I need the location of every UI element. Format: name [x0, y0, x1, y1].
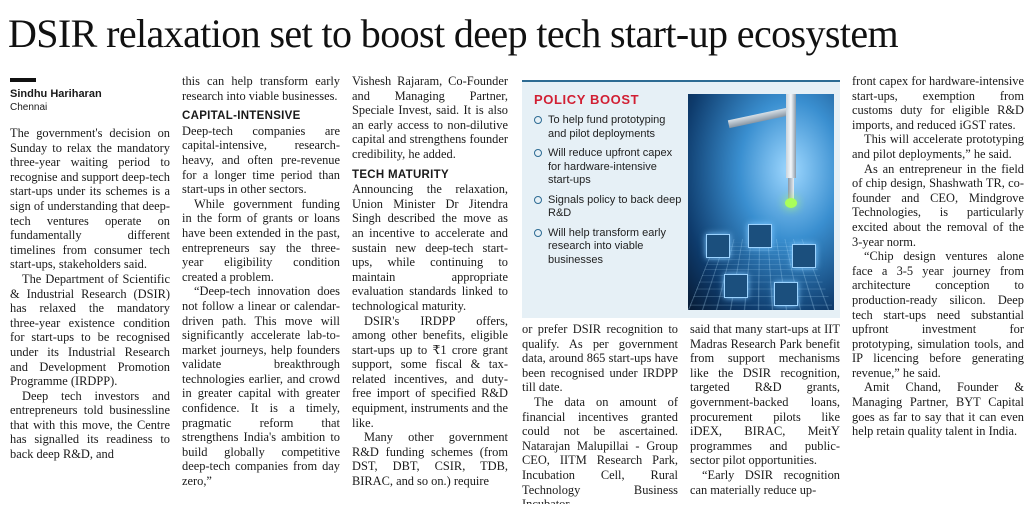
paragraph: “Early DSIR recognition can materially r…: [690, 468, 840, 497]
policy-boost-box: POLICY BOOST To help fund prototyping an…: [522, 80, 840, 318]
article-column-4: or prefer DSIR recognition to qualify. A…: [522, 322, 678, 504]
paragraph: The Department of Scientific & Industria…: [10, 272, 170, 389]
circle-bullet-icon: [534, 229, 542, 237]
paragraph: Many other government R&D funding scheme…: [352, 430, 508, 488]
policy-box-title: POLICY BOOST: [534, 92, 639, 107]
policy-item-text: To help fund prototyping and pilot deplo…: [548, 114, 665, 140]
paragraph: Deep tech investors and entrepreneurs to…: [10, 389, 170, 462]
paragraph: or prefer DSIR recognition to qualify. A…: [522, 322, 678, 395]
chip-shape: [706, 234, 730, 258]
article-column-3: Vishesh Rajaram, Co-Founder and Managing…: [352, 74, 508, 504]
headline: DSIR relaxation set to boost deep tech s…: [8, 12, 1028, 56]
chip-shape: [792, 244, 816, 268]
paragraph: this can help transform early research i…: [182, 74, 340, 103]
circle-bullet-icon: [534, 149, 542, 157]
article-column-6: front capex for hardware-intensive start…: [852, 74, 1024, 504]
policy-item-text: Will reduce upfront capex for hardware-i…: [548, 147, 672, 186]
chip-shape: [748, 224, 772, 248]
robotic-probe: [786, 94, 796, 178]
paragraph: said that many start-ups at IIT Madras R…: [690, 322, 840, 468]
policy-item: Will reduce upfront capex for hardware-i…: [534, 147, 684, 188]
paragraph: “Deep-tech innovation does not follow a …: [182, 284, 340, 488]
paragraph: Vishesh Rajaram, Co-Founder and Managing…: [352, 74, 508, 162]
paragraph: Amit Chand, Founder & Managing Partner, …: [852, 380, 1024, 438]
policy-item-text: Will help transform early research into …: [548, 227, 666, 266]
policy-item: Will help transform early research into …: [534, 227, 684, 268]
paragraph: Deep-tech companies are capital-intensiv…: [182, 124, 340, 197]
chip-shape: [724, 274, 748, 298]
chip-circuit-photo: [688, 94, 834, 310]
paragraph: “Chip design ventures alone face a 3-5 y…: [852, 249, 1024, 380]
article-column-5: said that many start-ups at IIT Madras R…: [690, 322, 840, 504]
paragraph: The data on amount of financial incentiv…: [522, 395, 678, 504]
probe-tip: [788, 178, 794, 200]
subheading-tech-maturity: TECH MATURITY: [352, 168, 508, 183]
policy-item-text: Signals policy to back deep R&D: [548, 194, 681, 220]
policy-item: Signals policy to back deep R&D: [534, 194, 684, 221]
paragraph: While government funding in the form of …: [182, 197, 340, 285]
chip-shape: [774, 282, 798, 306]
byline-author: Sindhu Hariharan: [10, 88, 170, 101]
policy-item: To help fund prototyping and pilot deplo…: [534, 114, 684, 141]
paragraph: As an entrepreneur in the field of chip …: [852, 162, 1024, 250]
paragraph: Announcing the relaxation, Union Ministe…: [352, 182, 508, 313]
probe-light: [785, 198, 797, 208]
article-column-1: Sindhu Hariharan Chennai The government'…: [10, 74, 170, 504]
byline-rule: [10, 78, 36, 82]
paragraph: DSIR's IRDPP offers, among other benefit…: [352, 314, 508, 431]
circle-bullet-icon: [534, 196, 542, 204]
paragraph: front capex for hardware-intensive start…: [852, 74, 1024, 132]
paragraph: This will accelerate prototyping and pil…: [852, 132, 1024, 161]
paragraph: The government's decision on Sunday to r…: [10, 126, 170, 272]
circle-bullet-icon: [534, 116, 542, 124]
policy-list: To help fund prototyping and pilot deplo…: [534, 114, 684, 273]
subheading-capital-intensive: CAPITAL-INTENSIVE: [182, 109, 340, 124]
article-column-2: this can help transform early research i…: [182, 74, 340, 504]
robotic-arm: [728, 108, 788, 128]
byline-dateline: Chennai: [10, 101, 170, 114]
